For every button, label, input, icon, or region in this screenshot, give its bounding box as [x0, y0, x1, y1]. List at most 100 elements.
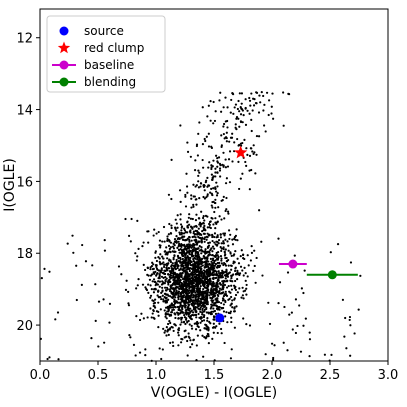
- field-star: [203, 308, 207, 311]
- field-star: [255, 153, 258, 156]
- field-star: [174, 218, 177, 221]
- field-star: [195, 313, 198, 317]
- field-star: [199, 262, 203, 265]
- field-star: [191, 302, 194, 305]
- field-star: [217, 300, 221, 304]
- field-star: [252, 104, 256, 107]
- field-star: [142, 317, 145, 320]
- field-star: [183, 232, 186, 235]
- field-star: [157, 256, 160, 259]
- field-star: [238, 287, 241, 290]
- field-star: [234, 293, 238, 297]
- field-star: [198, 316, 201, 319]
- field-star: [222, 246, 225, 250]
- field-star: [239, 144, 243, 147]
- field-star: [162, 257, 165, 260]
- field-star: [144, 286, 147, 289]
- field-star: [171, 245, 175, 248]
- field-star: [172, 308, 175, 311]
- field-star: [147, 241, 150, 244]
- field-star: [80, 283, 83, 286]
- field-star: [212, 247, 216, 250]
- field-star: [199, 321, 202, 324]
- field-star: [179, 267, 182, 270]
- field-star: [194, 294, 197, 297]
- field-star: [206, 293, 209, 296]
- field-star: [250, 92, 253, 95]
- field-star: [261, 274, 264, 277]
- field-star: [195, 310, 198, 313]
- field-star: [146, 316, 149, 319]
- field-star: [220, 145, 223, 148]
- field-star: [214, 254, 218, 257]
- field-star: [124, 217, 127, 221]
- field-star: [257, 135, 261, 138]
- field-star: [157, 301, 160, 304]
- field-star: [54, 318, 57, 321]
- field-star: [214, 167, 217, 170]
- field-star: [66, 242, 69, 245]
- field-star: [228, 181, 232, 184]
- field-star: [204, 250, 207, 253]
- field-star: [183, 316, 187, 319]
- x-tick-label: 2.5: [320, 368, 341, 383]
- field-star: [236, 239, 239, 242]
- field-star: [174, 263, 178, 266]
- field-star: [206, 115, 209, 118]
- field-star: [203, 283, 206, 286]
- field-star: [189, 317, 192, 320]
- field-star: [230, 295, 233, 299]
- field-star: [225, 140, 228, 143]
- field-star: [188, 289, 191, 292]
- field-star: [189, 294, 192, 298]
- field-star: [159, 244, 162, 247]
- field-star: [248, 154, 252, 157]
- field-star: [211, 301, 214, 304]
- field-star: [173, 302, 177, 305]
- field-star: [230, 302, 233, 306]
- field-star: [213, 235, 216, 239]
- field-star: [220, 242, 223, 245]
- field-star: [220, 247, 223, 250]
- field-star: [213, 316, 216, 319]
- field-star: [179, 124, 182, 127]
- field-star: [205, 306, 208, 309]
- field-star: [186, 141, 189, 144]
- field-star: [166, 237, 169, 241]
- field-star: [158, 347, 161, 350]
- field-star: [336, 243, 340, 246]
- field-star: [166, 310, 169, 313]
- field-star: [209, 280, 212, 283]
- field-star: [175, 281, 178, 285]
- field-star: [150, 288, 153, 291]
- field-star: [238, 92, 241, 95]
- field-star: [191, 226, 194, 229]
- field-star: [203, 305, 207, 308]
- field-star: [206, 193, 209, 196]
- field-star: [224, 277, 227, 280]
- field-star: [190, 194, 193, 197]
- field-star: [135, 314, 138, 318]
- field-star: [203, 137, 206, 141]
- field-star: [234, 123, 237, 126]
- field-star: [180, 229, 183, 232]
- field-star: [196, 229, 199, 233]
- field-star: [157, 310, 160, 313]
- field-star: [216, 192, 219, 195]
- field-star: [156, 290, 160, 293]
- legend-source-marker: [59, 26, 69, 36]
- field-star: [186, 339, 189, 343]
- field-star: [217, 274, 220, 277]
- field-star: [165, 246, 168, 249]
- field-star: [238, 125, 241, 128]
- field-star: [210, 187, 213, 190]
- field-star: [181, 236, 184, 239]
- field-star: [220, 110, 223, 113]
- field-star: [216, 254, 219, 257]
- field-star: [229, 312, 232, 315]
- field-star: [169, 273, 172, 276]
- field-star: [189, 296, 192, 299]
- field-star: [286, 271, 290, 274]
- field-star: [245, 147, 248, 150]
- field-star: [170, 158, 173, 161]
